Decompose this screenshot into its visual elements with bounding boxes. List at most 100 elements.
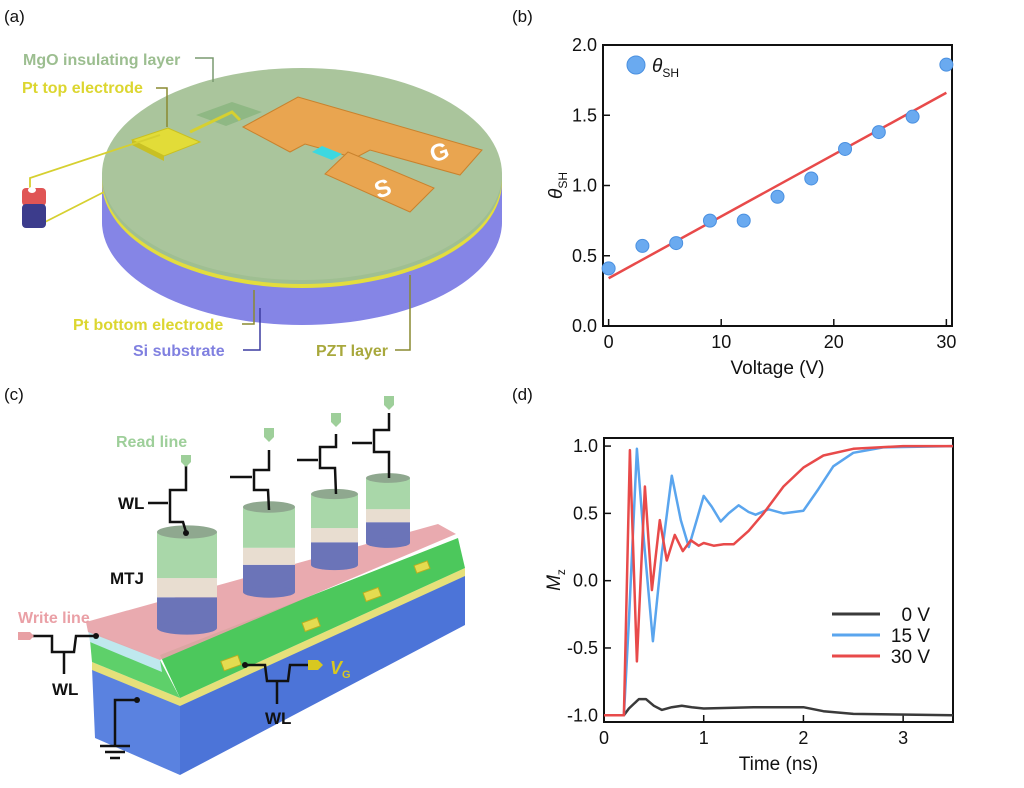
plot-frame — [603, 437, 954, 723]
y-tick-label: -1.0 — [567, 705, 598, 725]
mtj-barrier-layer — [243, 547, 295, 565]
y-tick-label: 0.0 — [573, 571, 598, 591]
leader-pzt — [395, 275, 411, 351]
label-vg: VG — [330, 658, 351, 681]
label-pzt: PZT layer — [316, 343, 388, 360]
label-wl-left: WL — [52, 680, 78, 699]
panel-label-c: (c) — [4, 385, 24, 404]
linear-fit-line — [608, 91, 947, 280]
label-mtj: MTJ — [110, 569, 144, 588]
leader-pt-bottom — [242, 290, 255, 325]
legend-marker — [626, 55, 646, 75]
x-axis-label: Voltage (V) — [731, 358, 825, 379]
data-point — [838, 141, 853, 156]
s-pad — [324, 151, 435, 213]
data-point — [669, 236, 684, 251]
channel — [312, 146, 342, 160]
read-transistor-3 — [318, 434, 338, 495]
mtj-bottom — [243, 586, 295, 598]
write-transistor — [32, 634, 96, 654]
circuit: Read line WL MTJ Write line WL WL VG — [18, 396, 394, 760]
ground-icon — [100, 744, 130, 760]
label-write-line: Write line — [18, 610, 90, 627]
y-axis-label: θSH — [546, 172, 570, 199]
vg-terminal — [308, 660, 323, 670]
write-line-terminal — [18, 632, 34, 640]
substrate-front — [92, 668, 180, 775]
data-point — [804, 171, 819, 186]
series-line-15v — [604, 444, 954, 717]
series-line-30v — [604, 444, 953, 717]
battery-icon — [22, 187, 46, 228]
mtj-barrier-layer — [366, 509, 410, 523]
battery-wire-bottom — [44, 191, 105, 223]
read-transistor-2 — [252, 450, 271, 511]
legend-label: 30 V — [891, 647, 930, 668]
x-tick-label: 30 — [936, 332, 956, 352]
legend-label: 0 V — [901, 605, 930, 626]
mtj-pinned-layer — [243, 507, 295, 548]
substrate-side — [180, 575, 465, 775]
legend-label: θSH — [652, 56, 679, 80]
panel-label-d: (d) — [512, 385, 533, 404]
theta-sh-chart: 0 10 20 30 0.0 0.5 1.0 1.5 2.0 Voltage (V) θSH θSH — [546, 35, 956, 379]
mz-time-chart: 0 1 2 3 -1.0 -0.5 0.0 0.5 1.0 Time (ns) Mz 0 V15 V3… — [544, 436, 954, 775]
data-point — [770, 189, 785, 204]
leader-mgo — [195, 57, 214, 82]
y-tick-label: 1.5 — [572, 105, 597, 125]
mtj-bottom — [366, 538, 410, 548]
label-wl-bottom: WL — [265, 709, 291, 728]
read-transistor-1 — [168, 465, 188, 533]
pzt-layer-front — [90, 640, 180, 698]
mtj-top — [311, 488, 358, 500]
pt-top-electrode-side — [132, 140, 164, 161]
y-tick-label: 0.5 — [572, 246, 597, 266]
g-pad — [241, 96, 483, 176]
legend-label: 15 V — [891, 626, 930, 647]
mgo-insulating-layer — [102, 68, 502, 280]
x-tick-label: 0 — [599, 728, 609, 748]
mtj-pinned-layer — [311, 494, 358, 529]
label-wl-top: WL — [118, 494, 144, 513]
mtj-free-layer — [366, 522, 410, 543]
data-point — [702, 213, 717, 228]
insulator-layer — [88, 630, 162, 672]
mtj-barrier-layer — [157, 578, 217, 598]
panel-label-a: (a) — [4, 7, 25, 26]
x-tick-label: 1 — [699, 728, 709, 748]
y-tick-label: 1.0 — [573, 436, 598, 456]
label-si: Si substrate — [133, 343, 225, 360]
x-tick-label: 3 — [898, 728, 908, 748]
data-point — [905, 109, 920, 124]
device-illustration: G S MgO insulating layer Pt top electrod… — [22, 52, 502, 360]
data-point — [601, 261, 616, 276]
leader-si — [243, 308, 261, 351]
y-axis-label: Mz — [544, 569, 568, 591]
label-mgo: MgO insulating layer — [23, 52, 180, 69]
panel-label-b: (b) — [512, 7, 533, 26]
data-point — [939, 57, 954, 72]
battery-wire-top — [29, 134, 161, 188]
label-read-line: Read line — [116, 434, 187, 451]
leader-pt-top — [156, 87, 168, 127]
mtj-bottom — [157, 621, 217, 635]
x-axis-label: Time (ns) — [739, 754, 819, 775]
series-line-0v — [604, 697, 954, 717]
x-tick-label: 20 — [824, 332, 844, 352]
read-transistor-4 — [372, 413, 391, 478]
mtj-pinned-layer — [157, 532, 217, 579]
y-tick-label: 2.0 — [572, 35, 597, 55]
ground-wire — [113, 698, 137, 745]
mtj-pillars — [157, 473, 410, 635]
label-pt-bottom: Pt bottom electrode — [73, 317, 223, 334]
data-point — [736, 213, 751, 228]
read-line-terminals — [181, 396, 394, 467]
electrode-wire — [189, 110, 242, 134]
mtj-free-layer — [311, 542, 358, 565]
y-tick-label: 0.5 — [573, 503, 598, 523]
y-tick-label: 0.0 — [572, 316, 597, 336]
label-pt-top: Pt top electrode — [22, 80, 143, 97]
y-tick-label: -0.5 — [567, 638, 598, 658]
mtj-barrier-layer — [311, 528, 358, 543]
y-tick-label: 1.0 — [572, 176, 597, 196]
